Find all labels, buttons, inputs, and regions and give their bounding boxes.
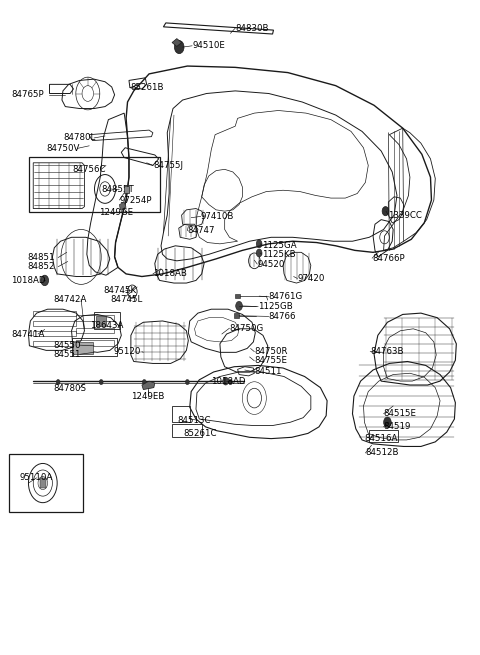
Text: 84745L: 84745L	[111, 295, 143, 304]
Text: 84766: 84766	[269, 312, 296, 321]
Text: 84780L: 84780L	[63, 134, 95, 142]
Text: 84750V: 84750V	[46, 144, 80, 153]
Bar	[33, 320, 76, 326]
Polygon shape	[234, 313, 239, 318]
Bar	[40, 478, 46, 487]
Bar	[172, 406, 190, 422]
Text: 84742A: 84742A	[53, 295, 87, 304]
Bar	[172, 424, 202, 438]
Bar	[33, 331, 76, 336]
Circle shape	[256, 249, 262, 257]
Circle shape	[41, 275, 48, 286]
Polygon shape	[142, 381, 155, 390]
Text: 94510E: 94510E	[192, 41, 225, 50]
Text: 85261C: 85261C	[183, 429, 217, 438]
Circle shape	[143, 379, 146, 384]
Circle shape	[256, 240, 262, 248]
Text: 84551: 84551	[53, 350, 81, 359]
Circle shape	[223, 377, 228, 385]
Text: 84780S: 84780S	[53, 384, 86, 393]
Circle shape	[228, 379, 232, 384]
Text: 95110A: 95110A	[20, 474, 53, 482]
Bar	[72, 338, 117, 356]
Text: 84512B: 84512B	[365, 449, 399, 457]
Polygon shape	[235, 293, 240, 298]
Bar	[369, 430, 398, 442]
Text: 1249GE: 1249GE	[99, 208, 133, 217]
Text: 84750R: 84750R	[254, 347, 288, 356]
Circle shape	[382, 206, 389, 215]
Text: 84516A: 84516A	[364, 434, 398, 443]
Text: 95120: 95120	[113, 347, 141, 356]
Text: 84765P: 84765P	[11, 90, 44, 100]
Text: 84741A: 84741A	[11, 329, 45, 339]
Text: 1018AB: 1018AB	[153, 269, 187, 278]
Text: 97410B: 97410B	[201, 212, 234, 221]
Text: 1018AD: 1018AD	[211, 377, 246, 386]
Text: 97420: 97420	[298, 274, 325, 283]
Bar	[9, 455, 84, 512]
Text: 84755J: 84755J	[153, 161, 183, 170]
Bar	[96, 316, 106, 326]
Bar	[73, 342, 93, 354]
Bar	[94, 312, 120, 329]
Circle shape	[99, 379, 103, 384]
Text: 84851: 84851	[27, 253, 55, 262]
Text: 84761G: 84761G	[269, 292, 303, 301]
Text: 84750G: 84750G	[229, 324, 264, 333]
Text: 84519: 84519	[384, 422, 411, 432]
Circle shape	[185, 379, 189, 384]
Text: 97254P: 97254P	[120, 196, 152, 204]
Text: 1125KB: 1125KB	[262, 250, 296, 259]
Bar	[33, 310, 76, 316]
Text: 84747: 84747	[187, 226, 215, 235]
Text: 84511: 84511	[254, 367, 282, 377]
Text: 84550: 84550	[53, 341, 81, 350]
Bar	[33, 341, 76, 346]
Text: 1125GA: 1125GA	[262, 240, 297, 250]
Text: 85261B: 85261B	[130, 83, 163, 92]
Text: 84756C: 84756C	[72, 165, 106, 174]
Text: 84515E: 84515E	[384, 409, 417, 419]
Circle shape	[174, 41, 184, 54]
Circle shape	[236, 301, 242, 310]
Text: 18643A: 18643A	[90, 321, 123, 330]
Text: 84755E: 84755E	[254, 356, 288, 365]
Bar	[76, 315, 114, 321]
Text: 84830B: 84830B	[235, 24, 269, 33]
Text: 1018AD: 1018AD	[11, 276, 46, 285]
Polygon shape	[172, 39, 181, 47]
Bar	[76, 340, 114, 346]
Text: 84852: 84852	[27, 262, 55, 271]
Polygon shape	[120, 202, 126, 210]
Text: 84745K: 84745K	[104, 286, 137, 295]
Text: 94520: 94520	[257, 259, 285, 269]
Bar	[76, 328, 114, 333]
Circle shape	[56, 379, 60, 384]
Text: 1249EB: 1249EB	[131, 392, 164, 402]
Text: 84766P: 84766P	[372, 253, 405, 263]
Circle shape	[384, 417, 391, 428]
Text: 84513C: 84513C	[178, 416, 211, 425]
Text: 84763B: 84763B	[370, 347, 404, 356]
Text: 84855T: 84855T	[101, 185, 134, 194]
Bar	[29, 157, 159, 212]
Text: 1339CC: 1339CC	[388, 210, 422, 219]
Text: 1125GB: 1125GB	[258, 302, 293, 311]
Polygon shape	[124, 186, 129, 193]
